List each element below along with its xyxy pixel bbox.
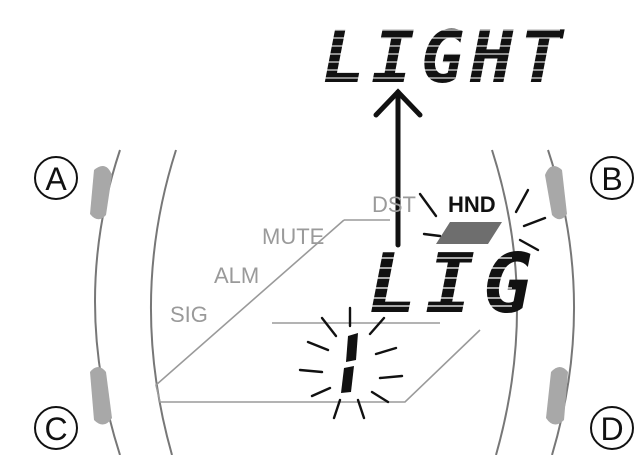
main-text-pixel-grid <box>362 257 512 307</box>
button-c[interactable]: C <box>34 406 78 450</box>
alm-label: ALM <box>214 263 259 288</box>
hnd-flash-lines <box>418 188 547 252</box>
button-b-cap <box>545 166 567 220</box>
dst-indicator: DST <box>372 192 416 217</box>
up-arrow <box>373 88 423 248</box>
callout-light-text: LIGHT <box>322 15 569 99</box>
button-a-label: A <box>45 161 67 197</box>
button-d-label: D <box>600 411 623 447</box>
button-d-cap <box>546 367 568 425</box>
main-display-text: LIG <box>368 237 540 332</box>
button-a-cap <box>90 166 112 220</box>
hand-indicator-bar <box>436 222 502 244</box>
button-c-cap <box>90 367 112 425</box>
digit-flash-lines <box>298 306 404 420</box>
hnd-indicator: HND <box>448 192 496 217</box>
flashing-digit <box>341 333 358 393</box>
button-b-label: B <box>601 161 622 197</box>
mute-label: MUTE <box>262 224 324 249</box>
lcd-outline <box>155 219 481 403</box>
button-d[interactable]: D <box>590 406 634 450</box>
sig-label: SIG <box>170 302 208 327</box>
side-button-caps <box>90 166 568 425</box>
button-c-label: C <box>44 411 67 447</box>
callout-pixel-grid <box>318 29 560 79</box>
button-b[interactable]: B <box>590 156 634 200</box>
button-a[interactable]: A <box>34 156 78 200</box>
